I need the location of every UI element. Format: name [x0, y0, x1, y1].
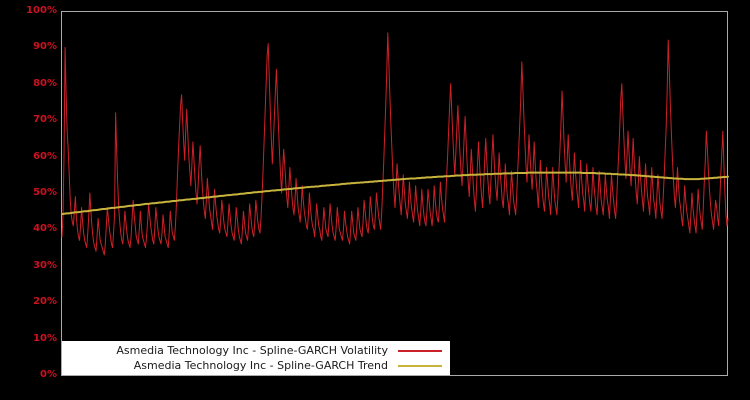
- y-tick-label: 10%: [33, 332, 57, 344]
- volatility-series-line: [61, 32, 729, 256]
- y-axis-tick-labels: 0% 10% 20% 30% 40% 50% 60% 70% 80% 90% 100%: [0, 0, 57, 400]
- y-tick-label: 0%: [40, 369, 57, 380]
- legend-label-volatility: Asmedia Technology Inc - Spline-GARCH Vo…: [116, 344, 388, 357]
- legend-label-trend: Asmedia Technology Inc - Spline-GARCH Tr…: [133, 359, 388, 372]
- y-tick-label: 100%: [26, 5, 57, 16]
- legend-item-trend: Asmedia Technology Inc - Spline-GARCH Tr…: [62, 358, 450, 373]
- legend-swatch-volatility: [398, 349, 442, 352]
- y-tick-label: 50%: [33, 187, 57, 198]
- y-tick-label: 70%: [33, 114, 57, 126]
- y-tick-label: 80%: [33, 77, 57, 89]
- y-tick-label: 90%: [33, 41, 57, 53]
- y-tick-label: 40%: [33, 223, 57, 235]
- legend-swatch-trend: [398, 364, 442, 367]
- series-layer: [61, 32, 729, 256]
- y-tick-label: 30%: [33, 259, 57, 271]
- y-tick-label: 60%: [33, 150, 57, 162]
- y-tick-label: 20%: [33, 296, 57, 308]
- chart-legend: Asmedia Technology Inc - Spline-GARCH Vo…: [62, 341, 450, 375]
- trend-series-line: [61, 171, 729, 216]
- legend-item-volatility: Asmedia Technology Inc - Spline-GARCH Vo…: [62, 343, 450, 358]
